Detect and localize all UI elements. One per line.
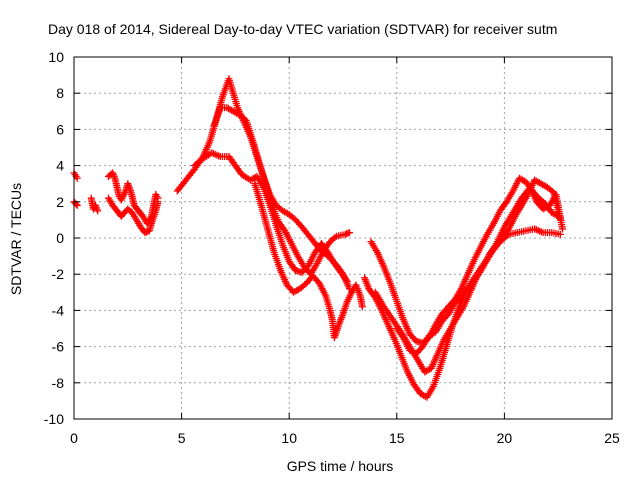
x-tick-label: 15 (389, 430, 405, 446)
y-tick-label: -6 (52, 339, 65, 355)
series-early-b (70, 198, 81, 209)
x-tick-label: 20 (497, 430, 513, 446)
data-points (70, 75, 567, 401)
series-early-c (87, 194, 102, 215)
series-track-3 (191, 149, 351, 285)
y-tick-label: 0 (56, 230, 64, 246)
axis-ticks: -10 -8 -6 -4 -2 0 2 4 6 8 10 0 5 10 15 20 25 (44, 49, 620, 446)
x-tick-label: 25 (604, 430, 620, 446)
y-tick-label: 4 (56, 158, 64, 174)
series-early-d (104, 169, 162, 228)
y-tick-label: -8 (52, 375, 65, 391)
data-point (94, 207, 102, 215)
x-tick-label: 0 (70, 430, 78, 446)
series-track-2 (210, 104, 353, 278)
y-tick-label: 6 (56, 121, 64, 137)
data-point (358, 303, 366, 311)
series-track-5 (361, 225, 564, 401)
data-point (342, 276, 350, 284)
data-point (154, 198, 162, 206)
y-tick-label: -2 (52, 266, 65, 282)
data-point (73, 201, 81, 209)
data-point (73, 174, 81, 182)
x-tick-label: 10 (281, 430, 297, 446)
data-point (343, 277, 351, 285)
y-tick-label: 10 (48, 49, 64, 65)
series-track-6 (367, 174, 562, 347)
y-tick-label: -4 (52, 302, 65, 318)
data-point (559, 225, 567, 233)
x-tick-label: 5 (178, 430, 186, 446)
series-track-8 (393, 183, 567, 358)
y-axis-label: SDTVAR / TECUs (8, 183, 24, 295)
y-tick-label: -10 (44, 411, 64, 427)
series-early-e (104, 194, 162, 237)
series-early-a (70, 169, 81, 182)
chart-title: Day 018 of 2014, Sidereal Day-to-day VTE… (48, 21, 557, 37)
y-tick-label: 2 (56, 194, 64, 210)
data-point (556, 230, 564, 238)
data-point (345, 229, 353, 237)
y-tick-label: 8 (56, 85, 64, 101)
data-point (331, 234, 339, 242)
x-axis-label: GPS time / hours (287, 458, 394, 474)
series-track-4 (251, 180, 366, 342)
